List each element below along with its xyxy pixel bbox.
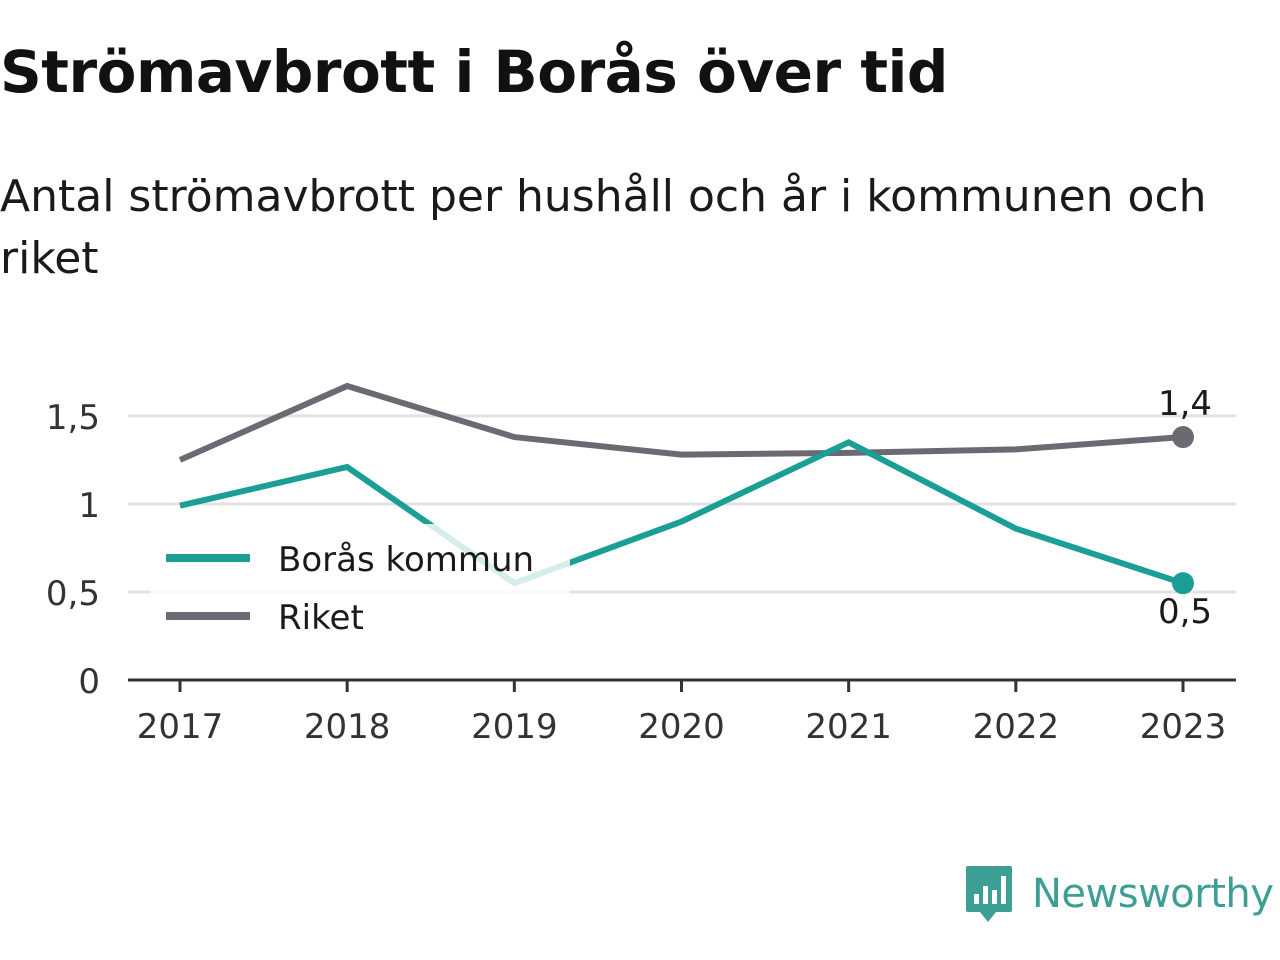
y-tick-label: 1: [78, 486, 100, 526]
x-tick-label: 2023: [1140, 707, 1227, 747]
end-point-marker: [1172, 572, 1194, 595]
legend-background: [150, 524, 570, 642]
chart-subtitle: Antal strömavbrott per hushåll och år i …: [0, 171, 1207, 284]
y-tick-label: 1,5: [46, 398, 100, 438]
series-line: [178, 382, 1184, 463]
end-point-marker: [1172, 426, 1194, 449]
brand-logo: Newsworthy: [964, 864, 1274, 924]
x-tick-label: 2018: [304, 707, 391, 747]
x-tick-label: 2022: [973, 707, 1060, 747]
brand-name: Newsworthy: [1032, 871, 1274, 917]
x-tick-label: 2019: [471, 707, 558, 747]
y-tick-label: 0: [78, 662, 100, 702]
end-value-label: 1,4: [1158, 384, 1212, 424]
x-tick-label: 2017: [137, 707, 224, 747]
series-line: [179, 438, 1184, 587]
legend-label: Riket: [278, 598, 364, 638]
x-tick-label: 2020: [638, 707, 725, 747]
legend-label: Borås kommun: [278, 540, 534, 580]
chart-title: Strömavbrott i Borås över tid: [0, 38, 948, 106]
bar-chart-speech-bubble-icon: [966, 866, 1012, 922]
end-value-label: 0,5: [1158, 592, 1212, 632]
x-tick-label: 2021: [805, 707, 892, 747]
y-tick-label: 0,5: [46, 574, 100, 614]
